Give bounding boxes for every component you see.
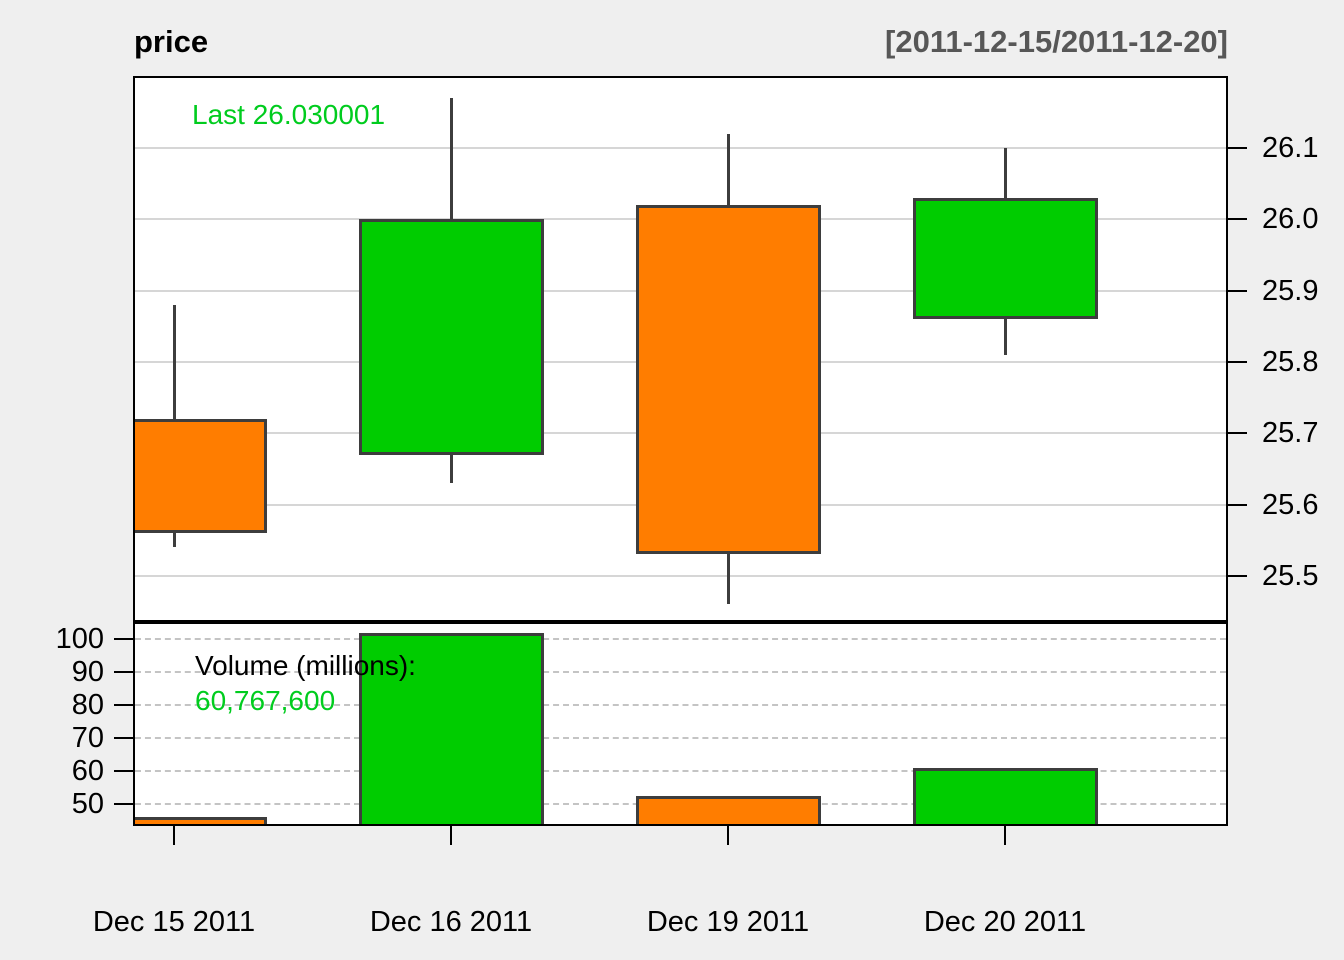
volume-gridline [135, 637, 1226, 640]
volume-axis-label: 60 [71, 754, 104, 787]
volume-bar [135, 816, 267, 824]
volume-value-annotation: 60,767,600 [195, 685, 336, 716]
x-axis-tick [173, 826, 175, 845]
price-gridline [135, 574, 1226, 577]
volume-bar [635, 795, 821, 824]
volume-axis-label: 80 [71, 688, 104, 721]
price-gridline [135, 147, 1226, 149]
volume-axis-tick [114, 802, 133, 805]
volume-axis-tick [114, 637, 133, 640]
volume-axis-label: 50 [71, 787, 104, 820]
volume-bar [358, 632, 544, 824]
price-axis-tick [1228, 360, 1247, 363]
x-axis-tick [1004, 826, 1006, 845]
candle-body [912, 197, 1098, 320]
price-axis-label: 25.7 [1262, 417, 1319, 450]
price-axis-label: 25.5 [1262, 559, 1319, 592]
x-axis-tick [727, 826, 729, 845]
candle-body [358, 219, 544, 455]
price-axis-tick [1228, 289, 1247, 292]
volume-axis-tick [114, 769, 133, 772]
volume-axis-tick [114, 736, 133, 739]
x-axis-label: Dec 19 2011 [646, 906, 810, 938]
volume-axis-label: 100 [55, 622, 104, 655]
x-axis-label: Dec 20 2011 [923, 906, 1087, 938]
last-price-annotation: Last 26.030001 [192, 99, 386, 130]
price-axis-tick [1228, 432, 1247, 435]
price-axis-label: 25.6 [1262, 488, 1319, 521]
price-axis-label: 26.1 [1262, 132, 1319, 164]
volume-axis-label: 70 [71, 721, 104, 754]
price-axis-tick [1228, 218, 1247, 221]
price-axis-tick [1228, 147, 1247, 149]
volume-axis-label: 90 [71, 655, 104, 688]
x-axis-label: Dec 15 2011 [92, 906, 256, 938]
x-axis-label: Dec 16 2011 [369, 906, 533, 938]
volume-axis-tick [114, 670, 133, 673]
price-axis-label: 25.9 [1262, 274, 1319, 307]
volume-gridline [135, 703, 1226, 706]
price-axis-tick [1228, 503, 1247, 506]
volume-gridline [135, 736, 1226, 739]
candle-body [635, 205, 821, 555]
volume-gridline [135, 670, 1226, 673]
price-axis-label: 26.0 [1262, 203, 1319, 236]
price-axis-label: 25.8 [1262, 345, 1319, 378]
volume-bar [912, 767, 1098, 824]
candle-body [135, 418, 267, 534]
chart-date-range: [2011-12-15/2011-12-20] [885, 24, 1228, 59]
volume-gridline [135, 769, 1226, 772]
chart-title: price [134, 24, 209, 59]
volume-heading-annotation: Volume (millions): [195, 650, 416, 681]
x-axis-tick [450, 826, 452, 845]
volume-axis-tick [114, 703, 133, 706]
price-axis-tick [1228, 574, 1247, 577]
